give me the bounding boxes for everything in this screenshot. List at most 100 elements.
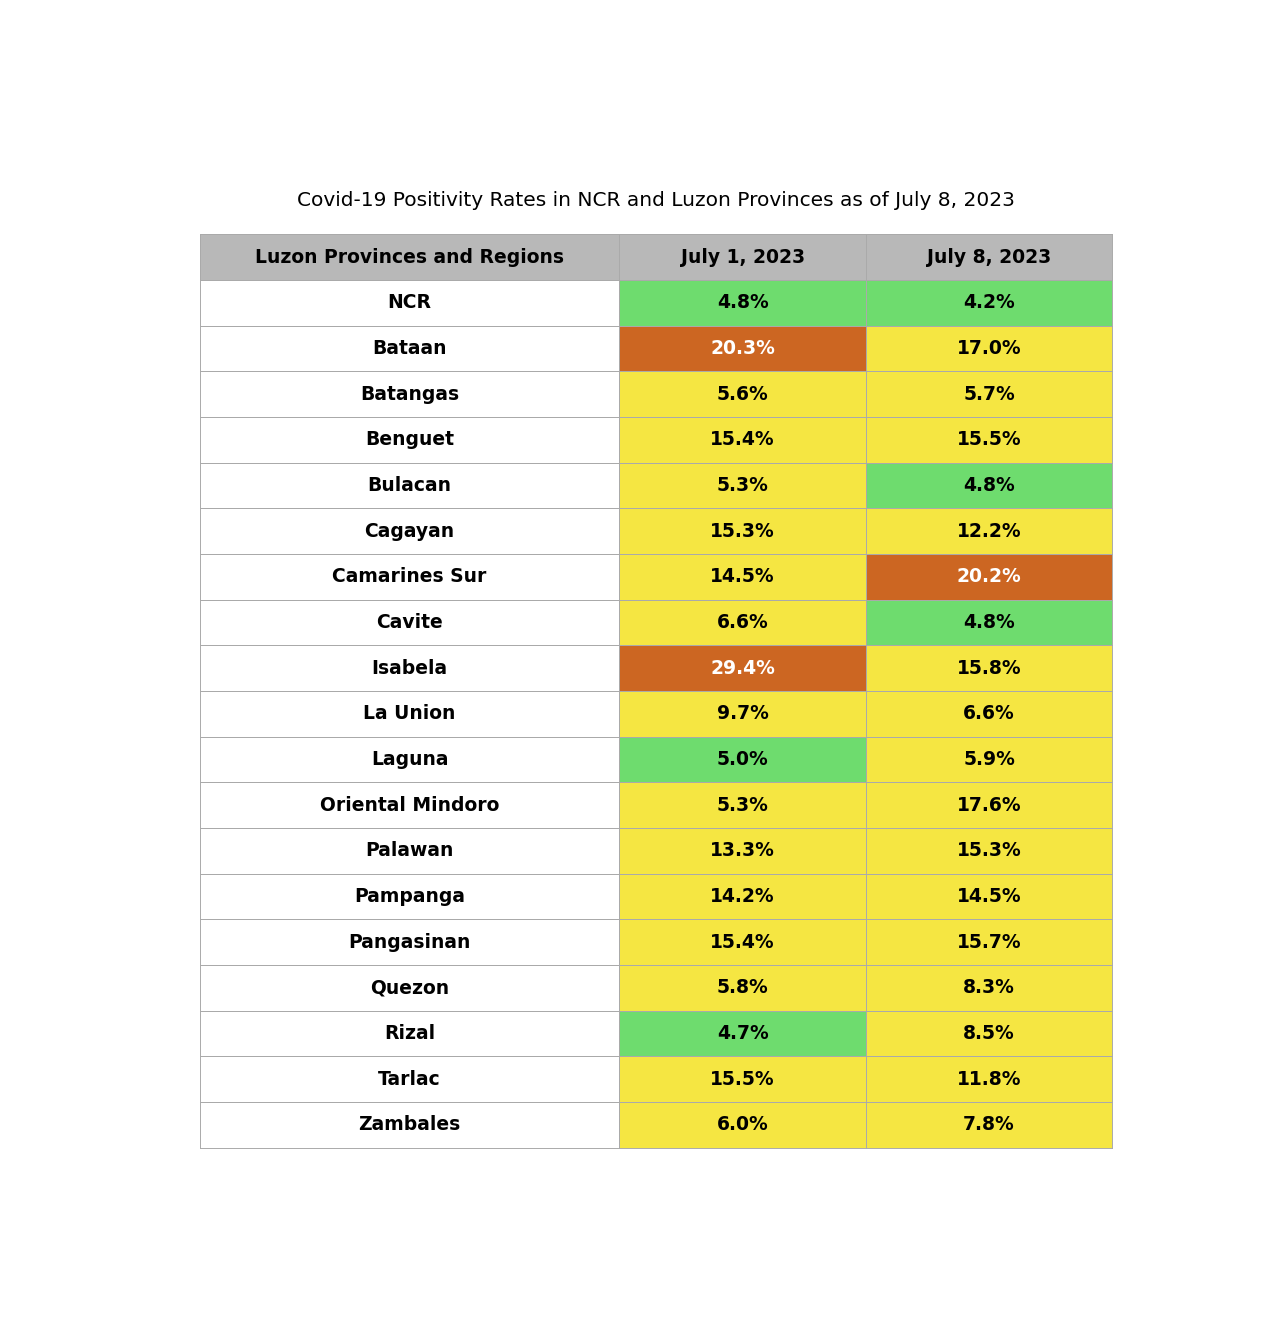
Text: Zambales: Zambales: [358, 1115, 461, 1135]
Text: 6.0%: 6.0%: [717, 1115, 768, 1135]
Bar: [200, 646, 620, 691]
Bar: [865, 326, 1112, 372]
Text: July 8, 2023: July 8, 2023: [927, 248, 1051, 266]
Bar: [200, 874, 620, 920]
Text: 5.7%: 5.7%: [964, 385, 1015, 403]
Bar: [620, 279, 865, 326]
Bar: [200, 509, 620, 554]
Text: Tarlac: Tarlac: [378, 1070, 442, 1089]
Bar: [200, 1102, 620, 1148]
Text: Bulacan: Bulacan: [367, 476, 452, 496]
Text: 20.3%: 20.3%: [710, 339, 776, 358]
Bar: [620, 920, 865, 965]
Text: July 1, 2023: July 1, 2023: [681, 248, 805, 266]
Text: 15.3%: 15.3%: [956, 841, 1021, 861]
Text: 17.0%: 17.0%: [957, 339, 1021, 358]
Bar: [865, 600, 1112, 646]
Text: 17.6%: 17.6%: [957, 796, 1021, 815]
Bar: [865, 463, 1112, 509]
Bar: [620, 463, 865, 509]
Text: Cagayan: Cagayan: [365, 522, 454, 540]
Text: 11.8%: 11.8%: [957, 1070, 1021, 1089]
Text: 5.3%: 5.3%: [717, 476, 768, 496]
Bar: [620, 783, 865, 828]
Bar: [620, 554, 865, 600]
Text: Covid-19 Positivity Rates in NCR and Luzon Provinces as of July 8, 2023: Covid-19 Positivity Rates in NCR and Luz…: [297, 191, 1015, 210]
Text: Rizal: Rizal: [384, 1024, 435, 1043]
Text: 5.6%: 5.6%: [717, 385, 768, 403]
Bar: [200, 372, 620, 416]
Bar: [200, 1056, 620, 1102]
Text: Luzon Provinces and Regions: Luzon Provinces and Regions: [255, 248, 564, 266]
Text: 15.4%: 15.4%: [710, 933, 774, 952]
Text: 5.3%: 5.3%: [717, 796, 768, 815]
Bar: [865, 416, 1112, 463]
Bar: [620, 326, 865, 372]
Bar: [620, 1011, 865, 1056]
Bar: [865, 1102, 1112, 1148]
Text: 15.5%: 15.5%: [710, 1070, 774, 1089]
Text: Pangasinan: Pangasinan: [348, 933, 471, 952]
Bar: [200, 920, 620, 965]
Bar: [620, 372, 865, 416]
Text: La Union: La Union: [364, 704, 456, 724]
Bar: [620, 965, 865, 1011]
Bar: [620, 1056, 865, 1102]
Text: 9.7%: 9.7%: [717, 704, 768, 724]
Bar: [200, 965, 620, 1011]
Bar: [620, 416, 865, 463]
Bar: [200, 691, 620, 737]
Bar: [200, 463, 620, 509]
Bar: [865, 235, 1112, 279]
Text: 6.6%: 6.6%: [964, 704, 1015, 724]
Bar: [865, 783, 1112, 828]
Text: Palawan: Palawan: [365, 841, 454, 861]
Text: 13.3%: 13.3%: [710, 841, 776, 861]
Bar: [200, 326, 620, 372]
Text: Pampanga: Pampanga: [355, 887, 465, 905]
Bar: [200, 828, 620, 874]
Bar: [865, 965, 1112, 1011]
Bar: [620, 600, 865, 646]
Bar: [200, 783, 620, 828]
Bar: [200, 600, 620, 646]
Bar: [865, 920, 1112, 965]
Text: 14.5%: 14.5%: [710, 567, 774, 587]
Bar: [865, 828, 1112, 874]
Bar: [865, 737, 1112, 783]
Bar: [620, 874, 865, 920]
Text: Quezon: Quezon: [370, 978, 449, 998]
Bar: [200, 279, 620, 326]
Text: Camarines Sur: Camarines Sur: [333, 567, 486, 587]
Text: Cavite: Cavite: [376, 613, 443, 631]
Bar: [865, 509, 1112, 554]
Bar: [865, 691, 1112, 737]
Text: 15.5%: 15.5%: [957, 430, 1021, 449]
Text: 7.8%: 7.8%: [964, 1115, 1015, 1135]
Text: Isabela: Isabela: [371, 659, 448, 677]
Bar: [200, 235, 620, 279]
Text: 15.7%: 15.7%: [957, 933, 1021, 952]
Bar: [620, 691, 865, 737]
Bar: [200, 416, 620, 463]
Bar: [620, 509, 865, 554]
Text: 4.8%: 4.8%: [717, 294, 768, 312]
Text: Laguna: Laguna: [371, 750, 448, 768]
Text: 6.6%: 6.6%: [717, 613, 768, 631]
Text: 15.8%: 15.8%: [957, 659, 1021, 677]
Bar: [865, 554, 1112, 600]
Text: 5.8%: 5.8%: [717, 978, 768, 998]
Text: 8.3%: 8.3%: [963, 978, 1015, 998]
Bar: [620, 737, 865, 783]
Text: 4.8%: 4.8%: [964, 476, 1015, 496]
Bar: [200, 737, 620, 783]
Text: NCR: NCR: [388, 294, 431, 312]
Text: Oriental Mindoro: Oriental Mindoro: [320, 796, 499, 815]
Bar: [865, 1011, 1112, 1056]
Text: 20.2%: 20.2%: [956, 567, 1021, 587]
Bar: [865, 1056, 1112, 1102]
Text: 12.2%: 12.2%: [957, 522, 1021, 540]
Bar: [620, 828, 865, 874]
Text: 5.0%: 5.0%: [717, 750, 768, 768]
Bar: [620, 1102, 865, 1148]
